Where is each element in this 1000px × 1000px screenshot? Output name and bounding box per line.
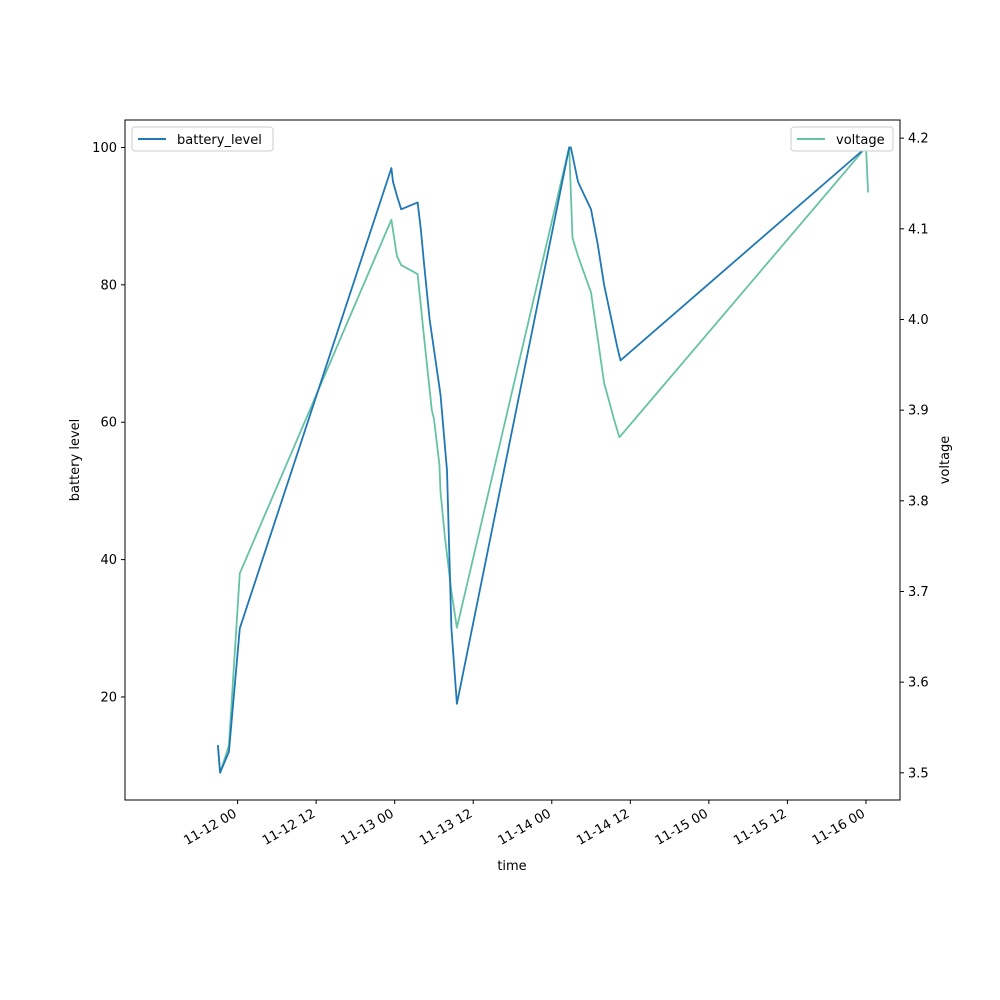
x-axis-label: time	[497, 859, 526, 874]
plot-area	[217, 146, 869, 774]
x-tick-label: 11-13 12	[417, 806, 475, 848]
y-right-tick-label: 4.0	[908, 313, 929, 328]
x-axis: 11-12 00 11-12 12 11-13 00 11-13 12 11-14 00…	[181, 800, 868, 849]
axes-frame	[124, 119, 901, 801]
legend-right: voltage	[790, 126, 894, 152]
series-line-battery-level	[217, 146, 867, 774]
x-tick-label: 11-12 12	[260, 806, 318, 848]
y-right-tick-label: 3.7	[908, 585, 929, 600]
y-left-tick-label: 40	[100, 553, 117, 568]
y-axis-left: 20 40 60 80 100	[92, 141, 125, 705]
x-tick-label: 11-15 00	[653, 806, 711, 848]
legend-right-label: voltage	[836, 133, 885, 148]
y-right-tick-label: 3.6	[908, 676, 929, 691]
series-line-voltage	[217, 146, 869, 774]
y-right-tick-label: 3.8	[908, 494, 929, 509]
x-tick-label: 11-13 00	[339, 806, 397, 848]
y-axis-right: 3.5 3.6 3.7 3.8 3.9 4.0 4.1 4.2	[900, 132, 929, 781]
y-right-tick-label: 3.9	[908, 404, 929, 419]
y-left-tick-label: 20	[100, 690, 117, 705]
y-right-tick-label: 4.2	[908, 132, 929, 147]
y-right-tick-label: 4.1	[908, 222, 929, 237]
legend-left: battery_level	[131, 126, 274, 152]
x-tick-label: 11-14 00	[496, 806, 554, 848]
y-left-tick-label: 100	[92, 141, 117, 156]
y-left-tick-label: 60	[100, 416, 117, 431]
y-left-tick-label: 80	[100, 278, 117, 293]
legend-left-frame	[131, 126, 274, 152]
legend-right-frame	[790, 126, 894, 152]
y-axis-left-label: battery level	[68, 419, 83, 502]
x-tick-label: 11-15 12	[731, 806, 789, 848]
x-tick-label: 11-14 12	[574, 806, 632, 848]
x-tick-label: 11-16 00	[810, 806, 868, 848]
x-tick-label: 11-12 00	[181, 806, 239, 848]
y-axis-right-label: voltage	[938, 436, 953, 485]
y-right-tick-label: 3.5	[908, 766, 929, 781]
legend-left-label: battery_level	[177, 133, 262, 148]
